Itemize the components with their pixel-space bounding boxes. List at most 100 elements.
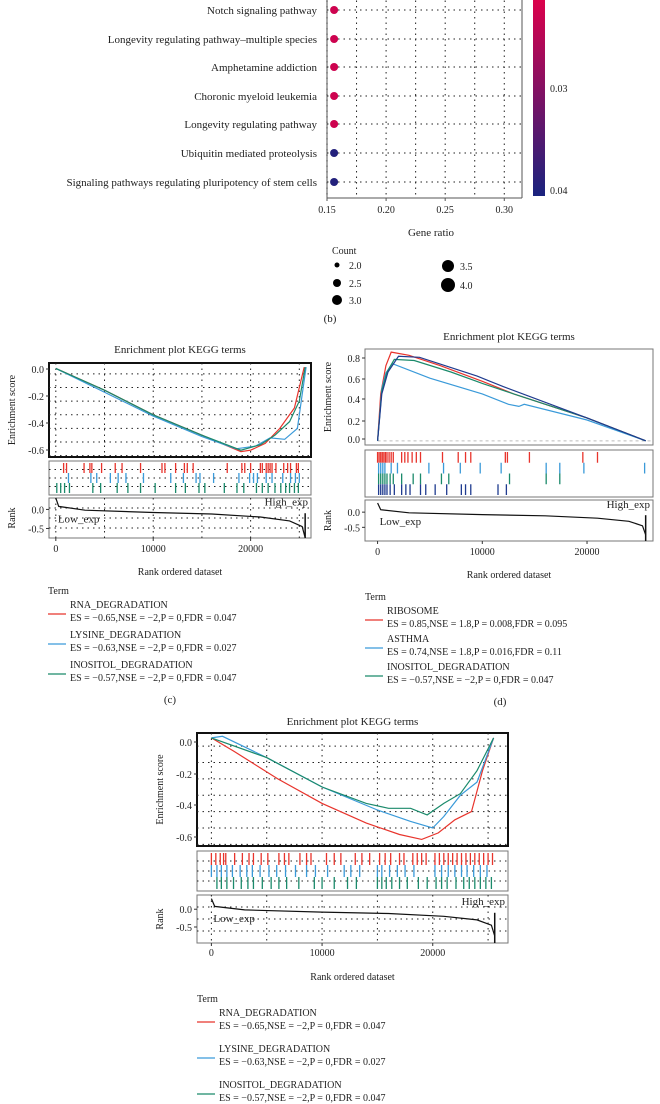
low-exp-label: Low_exp xyxy=(380,516,422,528)
legend-term: LYSINE_DEGRADATION xyxy=(219,1044,330,1055)
rank-curve xyxy=(377,502,647,536)
category-label: Choronic myeloid leukemia xyxy=(194,91,317,103)
data-point xyxy=(330,92,339,100)
x-tick-label: 10000 xyxy=(141,544,166,555)
category-label: Longevity regulating pathway–multiple sp… xyxy=(108,34,317,46)
legend-stats: ES = 0.74,NSE = 1.8,P = 0.016,FDR = 0.11 xyxy=(387,647,562,658)
legend-term: RNA_DEGRADATION xyxy=(70,600,168,611)
data-point xyxy=(330,63,339,71)
legend-stats: ES = −0.65,NSE = −2,P = 0,FDR = 0.047 xyxy=(219,1021,386,1032)
y-axis-title: Enrichment score xyxy=(7,374,18,445)
rank-y-tick-label: 0.0 xyxy=(348,508,361,519)
data-point xyxy=(330,149,339,157)
colorbar-tick-label: 0.04 xyxy=(550,186,568,197)
size-legend-dot xyxy=(334,262,340,268)
size-legend-label: 2.5 xyxy=(349,279,362,290)
size-legend-title: Count xyxy=(332,246,357,257)
x-tick-label: 0.25 xyxy=(436,205,454,216)
low-exp-label: Low_exp xyxy=(58,513,100,525)
legend-term: INOSITOL_DEGRADATION xyxy=(387,662,510,673)
rank-axis-title: Rank xyxy=(7,507,18,528)
es-curve xyxy=(211,737,495,841)
size-legend-label: 4.0 xyxy=(460,281,473,292)
rank-panel xyxy=(364,499,654,542)
size-legend-dot xyxy=(441,278,455,292)
colorbar-tick-label: 0.03 xyxy=(550,84,568,95)
legend-term: RNA_DEGRADATION xyxy=(219,1008,317,1019)
x-axis-title: Rank ordered dataset xyxy=(138,567,223,578)
y-tick-label: -0.6 xyxy=(176,833,192,844)
size-legend-dot xyxy=(333,279,341,287)
es-panel xyxy=(48,362,312,458)
y-tick-label: 0.6 xyxy=(348,375,361,386)
rank-curve xyxy=(55,497,306,539)
high-exp-label: High_exp xyxy=(462,896,506,908)
legend-term: INOSITOL_DEGRADATION xyxy=(70,660,193,671)
x-tick-label: 0.30 xyxy=(496,205,514,216)
x-tick-label: 0 xyxy=(209,948,214,959)
category-label: Notch signaling pathway xyxy=(207,5,317,17)
chart-title: Enrichment plot KEGG terms xyxy=(443,331,575,343)
category-label: Ubiquitin mediated proteolysis xyxy=(181,148,317,160)
rug-panel xyxy=(364,449,654,498)
es-curve xyxy=(55,367,307,450)
category-label: Longevity regulating pathway xyxy=(184,119,317,131)
legend-term: RIBOSOME xyxy=(387,606,439,617)
legend-title: Term xyxy=(365,592,386,603)
es-curve xyxy=(211,735,495,829)
y-tick-label: -0.4 xyxy=(176,801,192,812)
legend-stats: ES = −0.63,NSE = −2,P = 0,FDR = 0.027 xyxy=(70,643,237,654)
size-legend-label: 2.0 xyxy=(349,261,362,272)
x-axis-title: Rank ordered dataset xyxy=(467,570,552,581)
rank-axis-title: Rank xyxy=(323,510,334,531)
legend-term: INOSITOL_DEGRADATION xyxy=(219,1080,342,1091)
y-tick-label: -0.2 xyxy=(28,392,44,403)
legend-title: Term xyxy=(197,994,218,1005)
x-tick-label: 20000 xyxy=(238,544,263,555)
y-tick-label: 0.4 xyxy=(348,395,361,406)
es-curve xyxy=(55,366,305,453)
legend-stats: ES = −0.57,NSE = −2,P = 0,FDR = 0.047 xyxy=(387,675,554,686)
es-curve xyxy=(377,351,646,442)
y-tick-label: 0.8 xyxy=(348,354,361,365)
rank-axis-title: Rank xyxy=(155,908,166,929)
rank-y-tick-label: 0.0 xyxy=(180,905,193,916)
es-curve xyxy=(377,362,646,442)
panel-label-c: (c) xyxy=(164,694,177,706)
x-axis-title: Gene ratio xyxy=(408,227,455,239)
size-legend-label: 3.5 xyxy=(460,262,473,273)
gsea-plot-c: Enrichment plot KEGG terms 0.0 -0.2 -0.4 -0.… xyxy=(7,344,312,706)
x-tick-label: 20000 xyxy=(575,547,600,558)
category-label: Amphetamine addiction xyxy=(211,62,317,74)
x-tick-label: 10000 xyxy=(310,948,335,959)
data-point xyxy=(330,6,339,14)
es-panel xyxy=(364,348,654,446)
dotplot-b: Notch signaling pathway Longevity regulat… xyxy=(66,0,568,325)
rank-y-tick-label: -0.5 xyxy=(344,523,360,534)
y-axis-title: Enrichment score xyxy=(155,754,166,825)
x-tick-label: 0.15 xyxy=(318,205,336,216)
x-tick-label: 0 xyxy=(375,547,380,558)
es-curve xyxy=(377,358,646,442)
gsea-plot-d: Enrichment plot KEGG terms 0.8 0.6 0.4 0.2 0.… xyxy=(323,331,654,708)
legend-stats: ES = −0.65,NSE = −2,P = 0,FDR = 0.047 xyxy=(70,613,237,624)
y-tick-label: -0.6 xyxy=(28,446,44,457)
size-legend-dot xyxy=(332,295,342,305)
legend-stats: ES = 0.85,NSE = 1.8,P = 0.008,FDR = 0.09… xyxy=(387,619,567,630)
rank-curve xyxy=(210,898,496,937)
es-curve xyxy=(377,355,646,442)
legend-term: LYSINE_DEGRADATION xyxy=(70,630,181,641)
y-tick-label: 0.2 xyxy=(348,417,361,428)
size-legend-label: 3.0 xyxy=(349,296,362,307)
chart-title: Enrichment plot KEGG terms xyxy=(114,344,246,356)
legend-term: ASTHMA xyxy=(387,634,430,645)
legend-stats: ES = −0.57,NSE = −2,P = 0,FDR = 0.047 xyxy=(219,1093,386,1104)
high-exp-label: High_exp xyxy=(607,499,651,511)
x-tick-label: 20000 xyxy=(420,948,445,959)
y-axis-title: Enrichment score xyxy=(323,361,334,432)
y-tick-label: 0.0 xyxy=(32,365,45,376)
data-point xyxy=(330,120,339,128)
data-point xyxy=(330,35,339,43)
chart-title: Enrichment plot KEGG terms xyxy=(287,716,419,728)
